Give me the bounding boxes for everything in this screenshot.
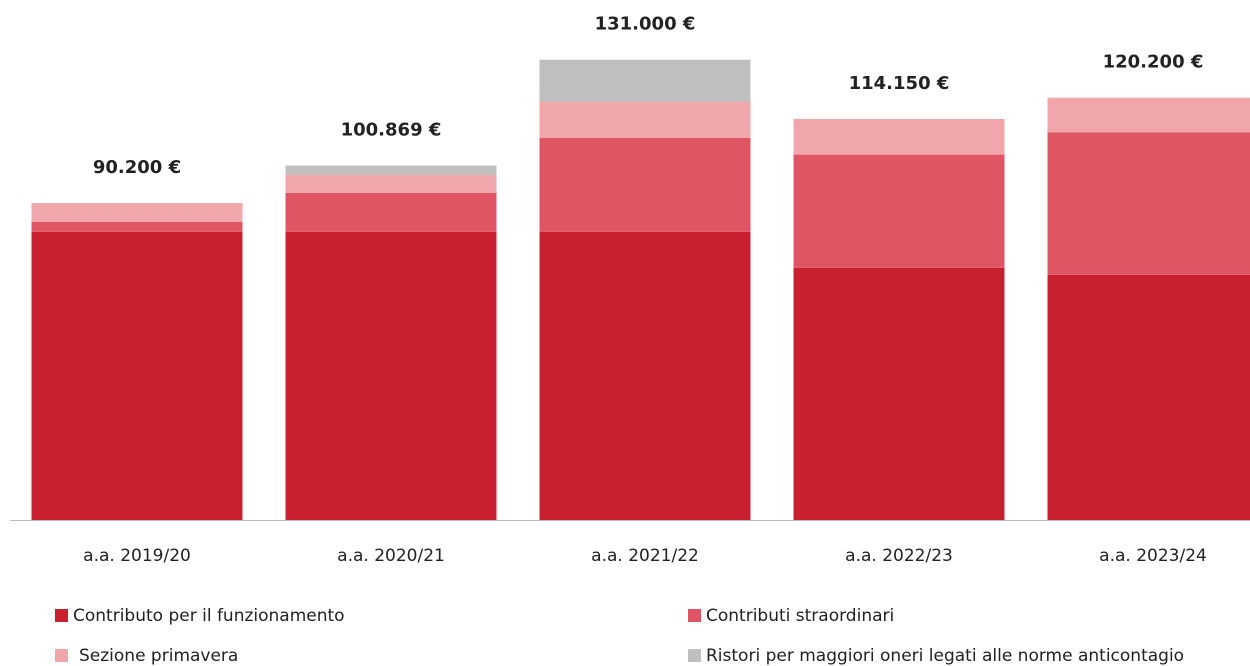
bar-segment — [1047, 132, 1250, 275]
legend-swatch — [55, 649, 68, 662]
bar-segment — [285, 231, 497, 520]
total-label: 131.000 € — [595, 14, 696, 35]
bar-segment — [31, 221, 243, 232]
bar-segment — [1047, 97, 1250, 133]
bar-segment — [1047, 274, 1250, 520]
bar-segment — [793, 118, 1005, 155]
legend-swatch — [55, 609, 68, 622]
x-tick-label: a.a. 2019/20 — [83, 546, 191, 566]
legend-label: Sezione primavera — [79, 646, 238, 666]
bar-segment — [285, 174, 497, 193]
bar-segment — [539, 231, 751, 520]
bar-segment — [31, 203, 243, 222]
x-tick-label: a.a. 2023/24 — [1099, 546, 1207, 566]
total-label: 90.200 € — [93, 157, 181, 178]
bar-segment — [539, 101, 751, 138]
legend-swatch — [688, 649, 701, 662]
legend-label: Contributi straordinari — [706, 606, 894, 626]
total-label: 100.869 € — [341, 120, 442, 141]
legend-swatch — [688, 609, 701, 622]
bar-segment — [793, 267, 1005, 520]
bar-segment — [539, 137, 751, 232]
x-tick-label: a.a. 2020/21 — [337, 546, 445, 566]
bar-segment — [285, 192, 497, 232]
bar-segment — [285, 165, 497, 175]
x-tick-label: a.a. 2021/22 — [591, 546, 699, 566]
bar-segment — [31, 231, 243, 520]
total-label: 114.150 € — [849, 73, 950, 94]
bar-segment — [793, 154, 1005, 268]
total-label: 120.200 € — [1103, 52, 1204, 73]
legend-label: Ristori per maggiori oneri legati alle n… — [706, 646, 1184, 666]
bar-segment — [539, 59, 751, 102]
legend-label: Contributo per il funzionamento — [73, 606, 345, 626]
x-tick-label: a.a. 2022/23 — [845, 546, 953, 566]
